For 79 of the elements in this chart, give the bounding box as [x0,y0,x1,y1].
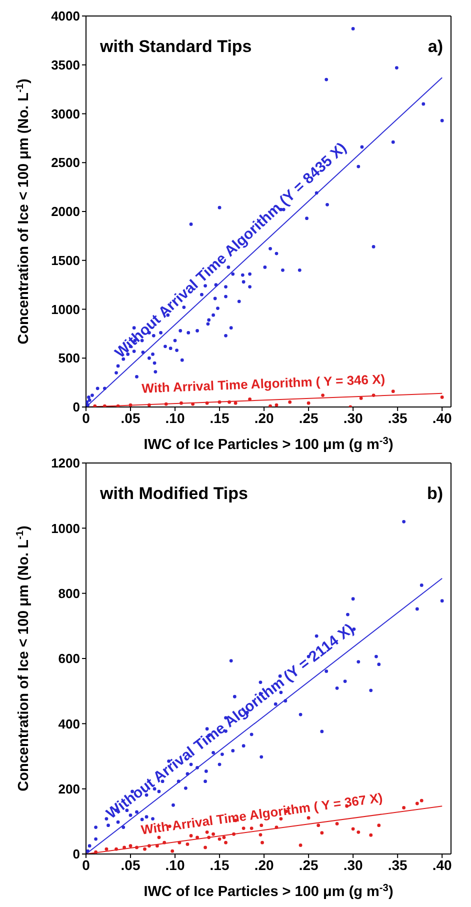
point [415,802,419,806]
point [224,840,228,844]
point [260,840,264,844]
y-tick-label: 2500 [51,155,80,170]
y-tick-label: 1200 [51,456,80,471]
point [402,806,406,810]
x-tick-label: .10 [165,410,185,426]
annotation: a) [428,37,443,56]
y-tick-label: 4000 [51,8,80,24]
point [218,837,222,841]
point [122,846,126,850]
y-tick-label: 1000 [51,302,80,317]
point [222,836,226,840]
point [162,840,166,844]
point [377,824,381,828]
point [260,824,264,828]
point [189,834,193,838]
point [356,830,360,834]
point [135,846,138,850]
point [170,849,174,853]
x-tick-label: .05 [120,856,140,873]
point [420,798,424,802]
point [212,832,215,836]
y-tick-label: 200 [58,781,80,796]
point [351,827,355,831]
x-tick-label: .40 [432,856,452,873]
y-tick-label: 500 [58,350,80,366]
text: with Standard Tips [99,37,252,56]
point [178,840,182,844]
x-axis-title: IWC of Ice Particles > 100 μm (g m$^{-3}$) [144,436,394,453]
x-tick-label: .30 [343,410,364,426]
x-axis-title: IWC of Ice Particles > 100 μm (g m$^{-3}$) [144,882,394,900]
x-tick-label: .35 [388,410,408,426]
x-tick-label: .15 [210,410,230,426]
point [250,826,254,830]
y-tick-label: 1500 [51,252,80,268]
y-tick-label: 400 [58,716,80,732]
annotation: b) [426,484,443,503]
point [207,836,211,840]
point [274,826,278,829]
y-tick-label: 800 [58,586,80,601]
point [186,842,190,846]
point [196,836,199,840]
point [114,847,118,851]
point [242,826,246,830]
y-tick-label: 0 [72,400,80,415]
x-tick-label: .25 [298,856,318,873]
x-tick-label: .35 [388,856,408,873]
x-tick-label: .30 [343,856,364,873]
point [298,844,302,847]
point [258,833,262,836]
point [104,847,108,851]
y-tick-label: 0 [72,846,80,862]
x-tick-label: .15 [210,856,230,873]
x-tick-label: .20 [254,856,274,873]
y-tick-label: 3500 [51,57,80,72]
x-tick-label: .10 [165,856,185,873]
point [143,847,146,851]
point [157,836,161,840]
x-tick-label: .05 [120,410,140,426]
y-tick-label: 1000 [51,520,80,536]
y-tick-label: 600 [58,651,80,666]
x-tick-label: .25 [298,410,318,426]
text: with Modified Tips [99,484,248,503]
point [148,844,151,848]
point [316,824,320,828]
point [320,831,324,835]
x-tick-label: .20 [254,410,274,426]
series-label: With Arrival Time Algorithm ( Y = 346 X) [141,372,386,396]
point [128,844,132,848]
point [204,846,207,850]
point [94,850,98,854]
y-tick-label: 3000 [51,106,80,122]
point [156,844,159,848]
point [232,832,236,836]
y-tick-label: 2000 [51,204,80,220]
point [335,822,339,826]
point [369,833,373,837]
x-tick-label: .40 [432,410,452,426]
